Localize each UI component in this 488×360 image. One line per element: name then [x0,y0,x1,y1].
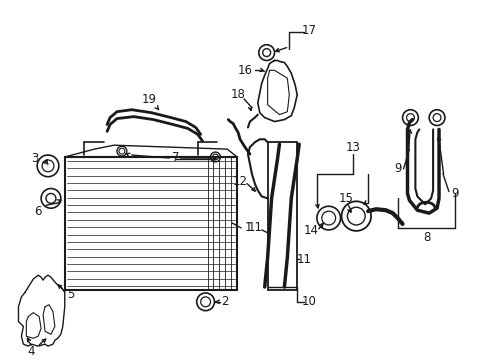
Text: 8: 8 [423,231,430,244]
Text: 2: 2 [221,295,228,308]
Text: 5: 5 [67,288,74,301]
Text: 6: 6 [34,205,42,218]
Text: 17: 17 [301,24,316,37]
Text: 3: 3 [31,153,39,166]
Text: 9: 9 [393,162,401,175]
Text: 12: 12 [232,175,247,188]
Text: 1: 1 [244,221,251,234]
Text: 9: 9 [450,187,458,200]
Text: 14: 14 [303,224,318,237]
Text: 11: 11 [296,253,311,266]
Text: 10: 10 [301,295,316,308]
Text: 19: 19 [142,93,157,107]
Text: 18: 18 [230,89,245,102]
Text: 16: 16 [237,64,252,77]
Text: 15: 15 [338,192,353,205]
Text: 7: 7 [172,150,180,163]
Bar [64,157,237,290]
Text: 4: 4 [27,345,35,357]
Text: 13: 13 [345,141,360,154]
Text: 11: 11 [247,221,262,234]
Bar [267,142,297,290]
